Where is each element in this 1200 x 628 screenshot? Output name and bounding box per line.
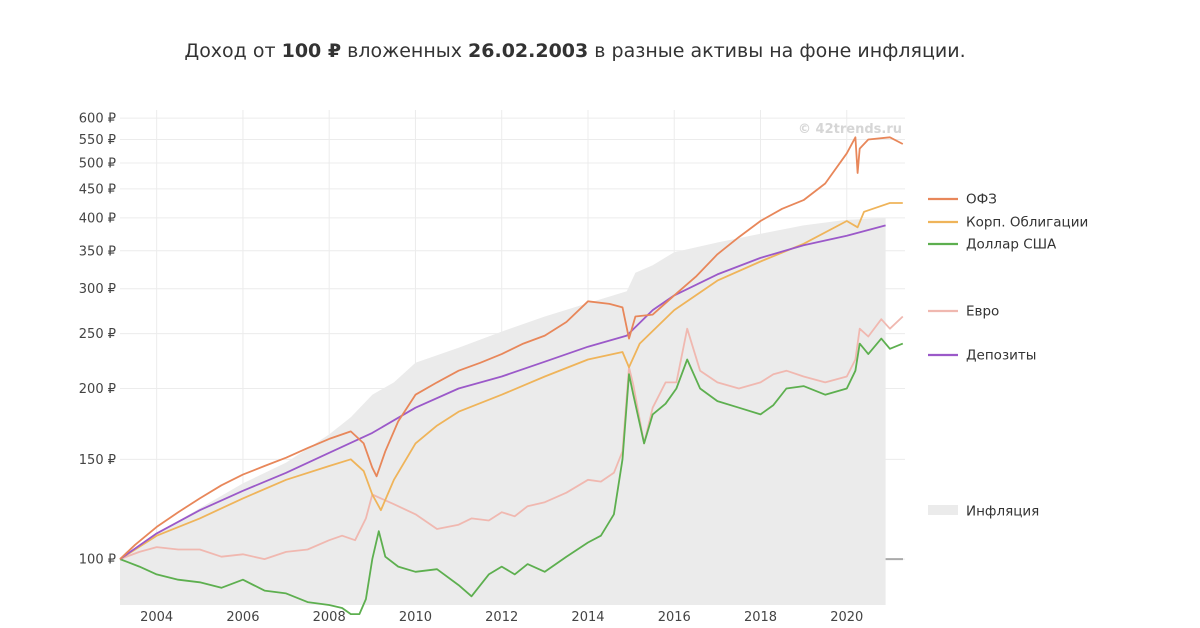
legend-label: Депозиты: [966, 348, 1036, 364]
y-tick-label: 200 ₽: [79, 382, 116, 397]
legend-label: Инфляция: [966, 504, 1039, 520]
legend-item: Депозиты: [928, 348, 1036, 364]
legend-label: Доллар США: [966, 237, 1057, 253]
series-line-0: [119, 136, 904, 560]
series-line-4: [119, 224, 886, 560]
x-tick-label: 2004: [140, 610, 173, 625]
x-tick-label: 2010: [399, 610, 432, 625]
y-tick-label: 400 ₽: [79, 211, 116, 226]
watermark: © 42trends.ru: [798, 122, 902, 137]
legend-item: Евро: [928, 304, 999, 320]
x-tick-label: 2012: [485, 610, 518, 625]
inflation-area-shape: [120, 217, 886, 605]
x-tick-label: 2020: [830, 610, 863, 625]
title-part-1: Доход от: [184, 40, 281, 62]
title-part-2: вложенных: [341, 40, 468, 62]
y-tick-label: 300 ₽: [79, 282, 116, 297]
series-lines: [119, 136, 904, 615]
chart-title: Доход от 100 ₽ вложенных 26.02.2003 в ра…: [184, 40, 965, 62]
y-tick-label: 600 ₽: [79, 112, 116, 127]
legend-item: Инфляция: [928, 504, 1039, 520]
y-axis: 100 ₽ 150 ₽ 200 ₽ 250 ₽ 300 ₽ 350 ₽ 400 ₽ 450 ₽…: [79, 112, 116, 568]
x-tick-label: 2006: [226, 610, 259, 625]
legend-label: Корп. Облигации: [966, 215, 1088, 231]
y-tick-label: 100 ₽: [79, 553, 116, 568]
legend: ОФЗ Корп. Облигации Доллар США Евро Депозиты…: [928, 192, 1088, 520]
y-tick-label: 500 ₽: [79, 156, 116, 171]
x-axis: 2004 2006 2008 2010 2012 2014 2016 2018 2020: [140, 610, 863, 625]
y-tick-label: 350 ₽: [79, 244, 116, 259]
legend-item: Корп. Облигации: [928, 215, 1088, 231]
x-tick-label: 2014: [571, 610, 604, 625]
y-tick-label: 550 ₽: [79, 133, 116, 148]
x-tick-label: 2018: [744, 610, 777, 625]
legend-label: ОФЗ: [966, 192, 997, 208]
legend-item: Доллар США: [928, 237, 1057, 253]
x-tick-label: 2016: [658, 610, 691, 625]
x-tick-label: 2008: [313, 610, 346, 625]
title-part-3: в разные активы на фоне инфляции.: [588, 40, 965, 62]
series-line-2: [119, 337, 904, 615]
title-amount: 100 ₽: [282, 40, 342, 62]
series-line-1: [119, 202, 903, 560]
legend-item: ОФЗ: [928, 192, 997, 208]
legend-swatch: [928, 505, 958, 515]
y-tick-label: 150 ₽: [79, 453, 116, 468]
title-date: 26.02.2003: [468, 40, 588, 62]
y-tick-label: 450 ₽: [79, 182, 116, 197]
series-line-3: [119, 315, 904, 560]
y-tick-label: 250 ₽: [79, 327, 116, 342]
legend-label: Евро: [966, 304, 999, 320]
inflation-area: [120, 217, 886, 605]
